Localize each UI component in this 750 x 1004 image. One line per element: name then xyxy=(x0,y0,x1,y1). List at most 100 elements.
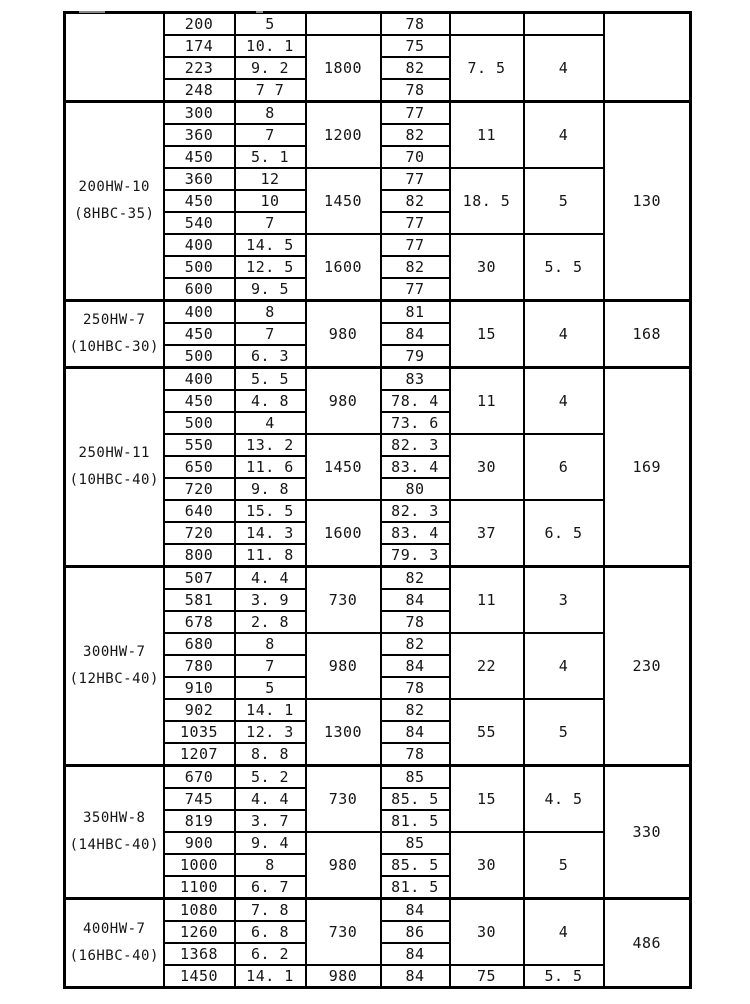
speed-cell: 1600 xyxy=(304,499,382,568)
table-row: 450 4. 8 78. 4 xyxy=(65,389,691,413)
aux-power-cell: 6 xyxy=(522,433,605,501)
power-cell: 75 xyxy=(448,964,525,989)
speed-cell: 1600 xyxy=(304,233,382,302)
power-cell: 11 xyxy=(448,100,525,169)
model-cell: 400HW-7 (16HBC-40) xyxy=(63,897,165,989)
head-cell: 8 xyxy=(233,853,307,877)
aux-power-cell: 5 xyxy=(522,167,605,235)
efficiency-cell: 85 xyxy=(379,831,451,855)
aux-power-cell: 4 xyxy=(522,632,605,700)
head-cell: 9. 8 xyxy=(233,477,307,501)
efficiency-cell: 84 xyxy=(379,322,451,346)
model-name: 200HW-10 xyxy=(78,179,150,195)
efficiency-cell: 81. 5 xyxy=(379,809,451,833)
efficiency-cell: 86 xyxy=(379,920,451,944)
flow-cell: 819 xyxy=(162,809,236,833)
table-row: 819 3. 7 81. 5 xyxy=(65,809,691,833)
efficiency-cell: 75 xyxy=(379,34,451,58)
model-cell xyxy=(63,11,165,103)
power-cell: 37 xyxy=(448,499,525,568)
table-row: 250HW-11 (10HBC-40) 400 5. 5 980 83 11 4 169 xyxy=(63,366,692,568)
head-cell: 3. 9 xyxy=(233,588,307,612)
model-series: (10HBC-30) xyxy=(69,339,159,355)
table-row: 678 2. 8 78 xyxy=(65,610,691,634)
model-series: (14HBC-40) xyxy=(69,837,159,853)
aux-power-cell: 4 xyxy=(522,897,605,966)
table-row: 720 9. 8 80 xyxy=(65,477,691,501)
head-cell: 14. 1 xyxy=(233,698,307,722)
table-row: 1035 12. 3 84 xyxy=(65,720,691,744)
efficiency-cell: 84 xyxy=(379,897,451,922)
flow-cell: 780 xyxy=(162,654,236,678)
efficiency-cell: 77 xyxy=(379,167,451,191)
model-series: (12HBC-40) xyxy=(69,671,159,687)
flow-cell: 650 xyxy=(162,455,236,479)
head-cell: 13. 2 xyxy=(233,433,307,457)
head-cell: 3. 7 xyxy=(233,809,307,833)
head-cell: 5. 5 xyxy=(233,366,307,391)
efficiency-cell: 81. 5 xyxy=(379,875,451,900)
flow-cell: 500 xyxy=(162,255,236,279)
table-row: 223 9. 2 82 xyxy=(65,56,691,80)
table-row: 250HW-7 (10HBC-30) 400 8 980 81 15 4 168 xyxy=(63,299,692,369)
power-cell: 55 xyxy=(448,698,525,767)
table-row: 450 10 82 xyxy=(65,189,691,213)
flow-cell: 360 xyxy=(162,123,236,147)
head-cell: 12. 3 xyxy=(233,720,307,744)
efficiency-cell: 77 xyxy=(379,277,451,302)
efficiency-cell: 78 xyxy=(379,742,451,767)
aux-power-cell: 6. 5 xyxy=(522,499,605,568)
flow-cell: 1000 xyxy=(162,853,236,877)
head-cell: 4 xyxy=(233,411,307,435)
head-cell: 5. 2 xyxy=(233,764,307,789)
model-series: (10HBC-40) xyxy=(69,472,159,488)
weight-cell xyxy=(602,11,692,103)
flow-cell: 500 xyxy=(162,344,236,369)
table-row: 500 4 73. 6 xyxy=(65,411,691,435)
aux-power-cell: 5 xyxy=(522,831,605,900)
flow-cell: 581 xyxy=(162,588,236,612)
flow-cell: 900 xyxy=(162,831,236,855)
table-row: 200 5 78 xyxy=(63,11,692,103)
weight-cell: 130 xyxy=(602,100,692,302)
power-cell: 7. 5 xyxy=(448,34,525,103)
efficiency-cell: 85. 5 xyxy=(379,787,451,811)
head-cell: 5. 1 xyxy=(233,145,307,169)
speed-cell: 1300 xyxy=(304,698,382,767)
speed-cell: 980 xyxy=(304,831,382,900)
speed-cell: 1200 xyxy=(304,100,382,169)
table-row: 248 7 7 78 xyxy=(65,78,691,103)
power-cell: 15 xyxy=(448,299,525,369)
model-cell: 200HW-10 (8HBC-35) xyxy=(63,100,165,302)
table-row: 300HW-7 (12HBC-40) 507 4. 4 730 82 11 3 230 xyxy=(63,565,692,767)
aux-power-cell: 4 xyxy=(522,34,605,103)
efficiency-cell: 85 xyxy=(379,764,451,789)
table-row: 350HW-8 (14HBC-40) 670 5. 2 730 85 15 4. 5 330 xyxy=(63,764,692,900)
flow-cell: 550 xyxy=(162,433,236,457)
flow-cell: 360 xyxy=(162,167,236,191)
model-name: 400HW-7 xyxy=(82,921,146,937)
head-cell: 6. 8 xyxy=(233,920,307,944)
head-cell: 10 xyxy=(233,189,307,213)
head-cell: 11. 6 xyxy=(233,455,307,479)
head-cell: 14. 5 xyxy=(233,233,307,257)
efficiency-cell: 82. 3 xyxy=(379,499,451,523)
flow-cell: 450 xyxy=(162,389,236,413)
model-series: (16HBC-40) xyxy=(69,948,159,964)
flow-cell: 450 xyxy=(162,145,236,169)
efficiency-cell: 79 xyxy=(379,344,451,369)
head-cell: 9. 5 xyxy=(233,277,307,302)
flow-cell: 680 xyxy=(162,632,236,656)
scan-artifact xyxy=(256,11,263,13)
flow-cell: 1368 xyxy=(162,942,236,966)
flow-cell: 540 xyxy=(162,211,236,235)
flow-cell: 248 xyxy=(162,78,236,103)
scan-artifact xyxy=(79,11,105,13)
efficiency-cell: 82 xyxy=(379,565,451,590)
model-cell: 300HW-7 (12HBC-40) xyxy=(63,565,165,767)
efficiency-cell: 78 xyxy=(379,78,451,103)
flow-cell: 450 xyxy=(162,322,236,346)
table-row: 500 12. 5 82 xyxy=(65,255,691,279)
efficiency-cell: 83. 4 xyxy=(379,521,451,545)
weight-cell: 230 xyxy=(602,565,692,767)
